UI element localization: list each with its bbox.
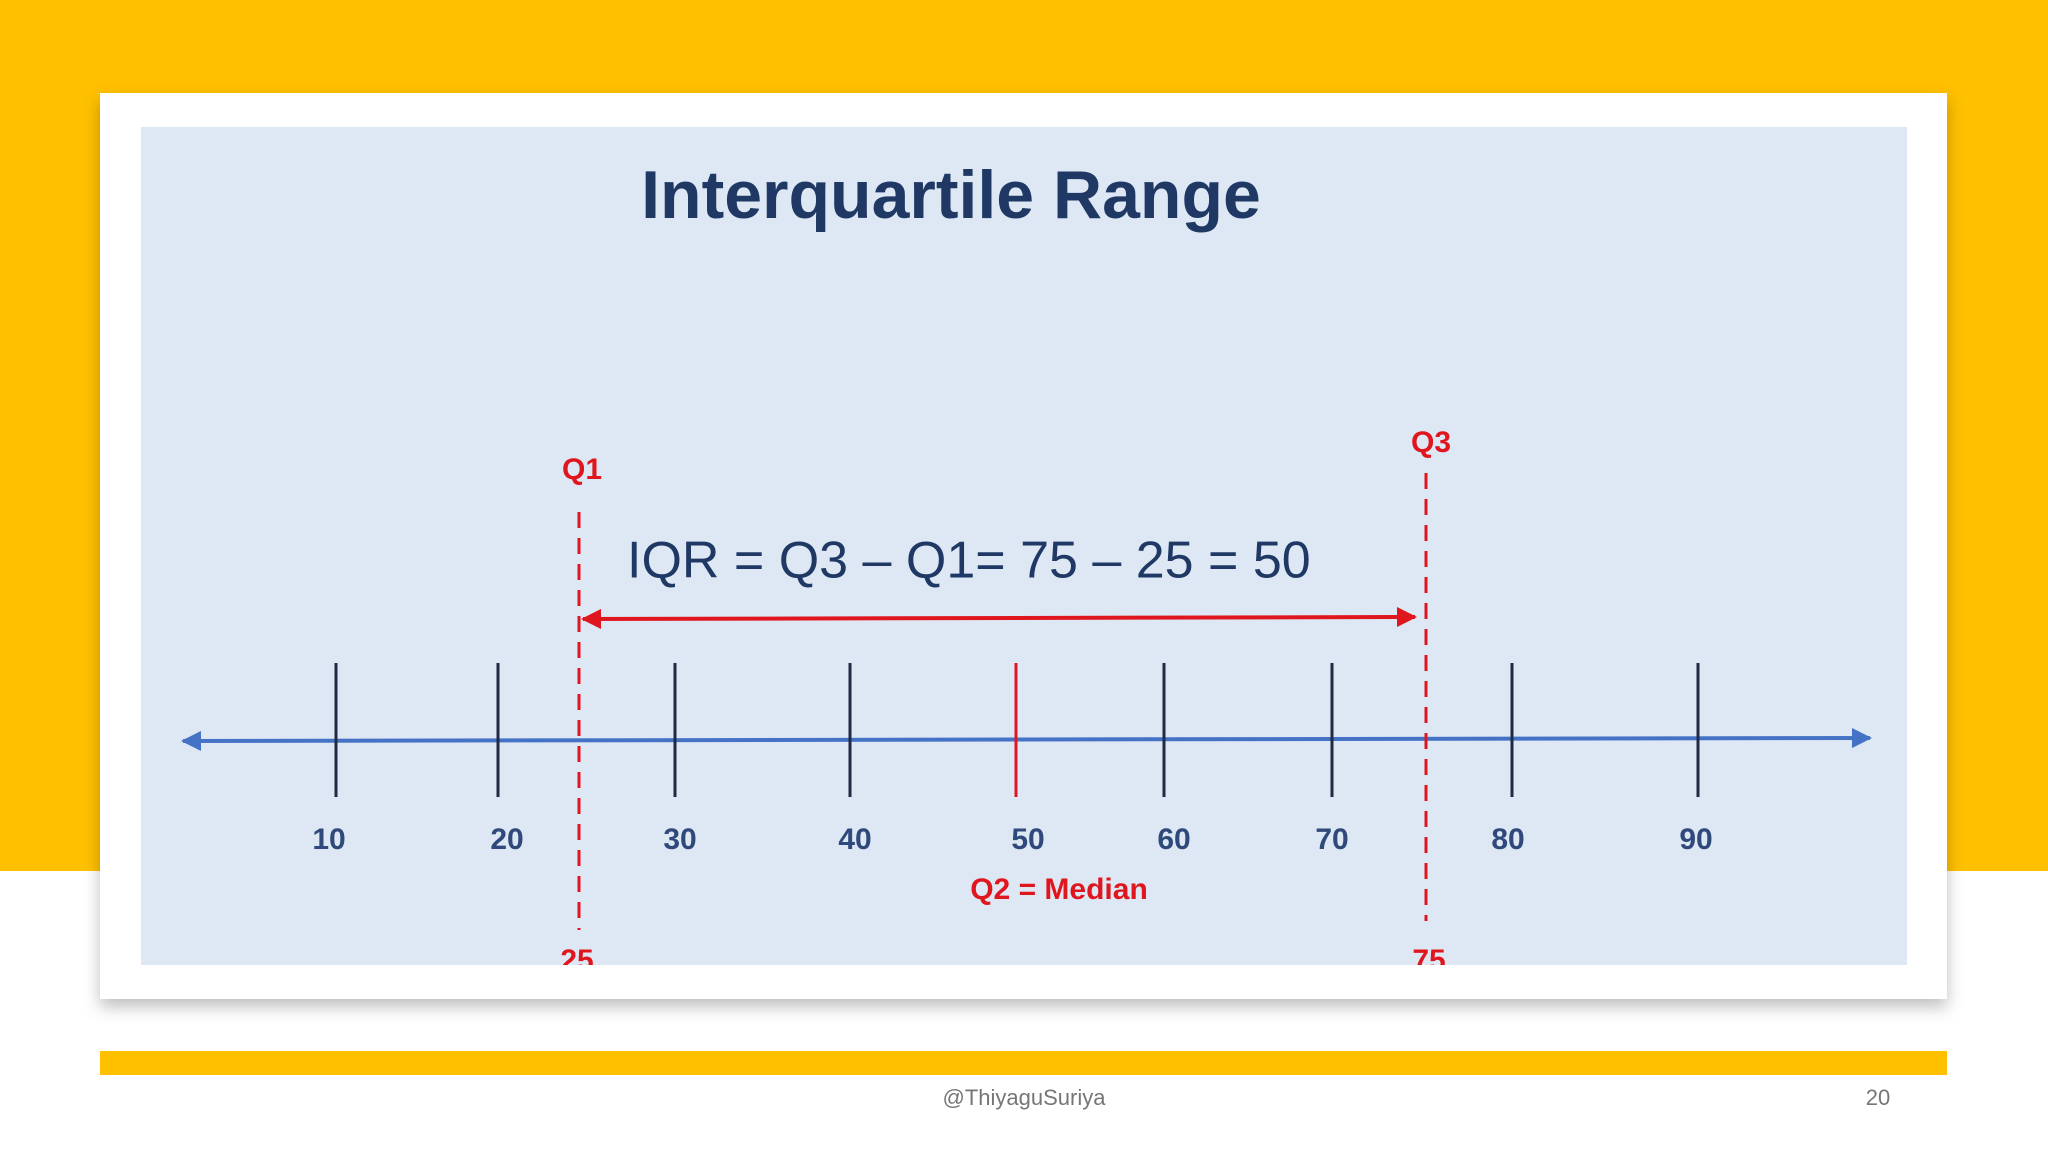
panel: [141, 127, 1907, 965]
page-number: 20: [1866, 1085, 1890, 1110]
diagram: Q1 Q3 IQR = Q3 – Q1= 75 – 25 = 50 Q2 = M…: [181, 426, 1872, 977]
iqr-arrow: [581, 607, 1417, 629]
q1-label: Q1: [562, 453, 602, 486]
title: Interquartile Range: [641, 157, 1261, 233]
number-line: [181, 728, 1872, 751]
tick-label: 50: [1011, 823, 1044, 856]
tick-label: 90: [1679, 823, 1712, 856]
tick-label: 80: [1491, 823, 1524, 856]
tick-label: 40: [838, 823, 871, 856]
q3-label: Q3: [1411, 426, 1451, 459]
q1-value: 25: [560, 944, 593, 977]
tick-label: 30: [663, 823, 696, 856]
tick-label: 20: [490, 823, 523, 856]
iqr-formula: IQR = Q3 – Q1= 75 – 25 = 50: [627, 532, 1311, 590]
median-label: Q2 = Median: [970, 873, 1148, 906]
footer-bar: [100, 1051, 1947, 1075]
footer-handle: @ThiyaguSuriya: [943, 1085, 1107, 1110]
tick-label: 10: [312, 823, 345, 856]
tick-label: 70: [1315, 823, 1348, 856]
tick-label: 60: [1157, 823, 1190, 856]
q3-value: 75: [1412, 944, 1445, 977]
